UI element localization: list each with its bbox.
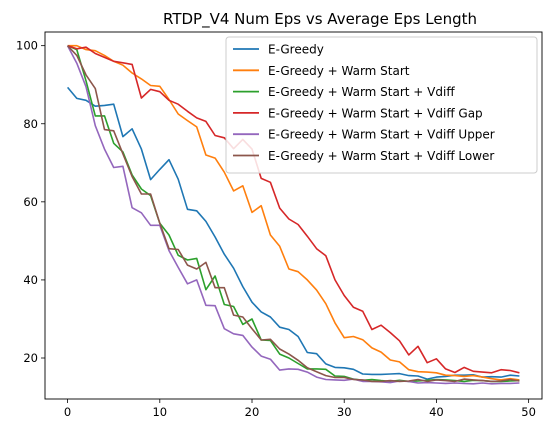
legend-label: E-Greedy + Warm Start + Vdiff Gap	[268, 106, 483, 120]
legend: E-Greedy E-Greedy + Warm Start E-Greedy + …	[225, 36, 538, 174]
x-tick-label: 20	[245, 405, 260, 419]
y-tick-label: 40	[23, 273, 38, 287]
y-tick-label: 100	[16, 39, 38, 53]
x-axis: 0 10 20 30 40 50	[64, 399, 536, 419]
legend-label: E-Greedy + Warm Start + Vdiff Lower	[268, 149, 494, 163]
series-lines	[66, 44, 520, 385]
series-line-1	[66, 86, 520, 380]
legend-box	[225, 36, 538, 174]
plot-frame	[44, 31, 543, 400]
y-tick-label: 80	[23, 117, 38, 131]
series-line-6	[67, 45, 520, 383]
series-line-4	[67, 44, 520, 374]
x-tick-label: 10	[152, 405, 167, 419]
y-tick-label: 20	[23, 351, 38, 365]
legend-label: E-Greedy + Warm Start	[268, 64, 410, 78]
legend-label: E-Greedy + Warm Start + Vdiff	[268, 85, 455, 99]
x-tick-label: 50	[521, 405, 536, 419]
legend-label: E-Greedy + Warm Start + Vdiff Upper	[268, 128, 495, 142]
x-tick-label: 0	[64, 405, 71, 419]
series-line-2	[67, 44, 520, 381]
series-line-5	[66, 45, 520, 385]
x-tick-label: 30	[337, 405, 352, 419]
x-tick-label: 40	[429, 405, 444, 419]
y-tick-label: 60	[23, 195, 38, 209]
chart-title: RTDP_V4 Num Eps vs Average Eps Length	[163, 10, 477, 29]
legend-label: E-Greedy	[268, 43, 324, 57]
y-axis: 20 40 60 80 100	[16, 39, 45, 365]
